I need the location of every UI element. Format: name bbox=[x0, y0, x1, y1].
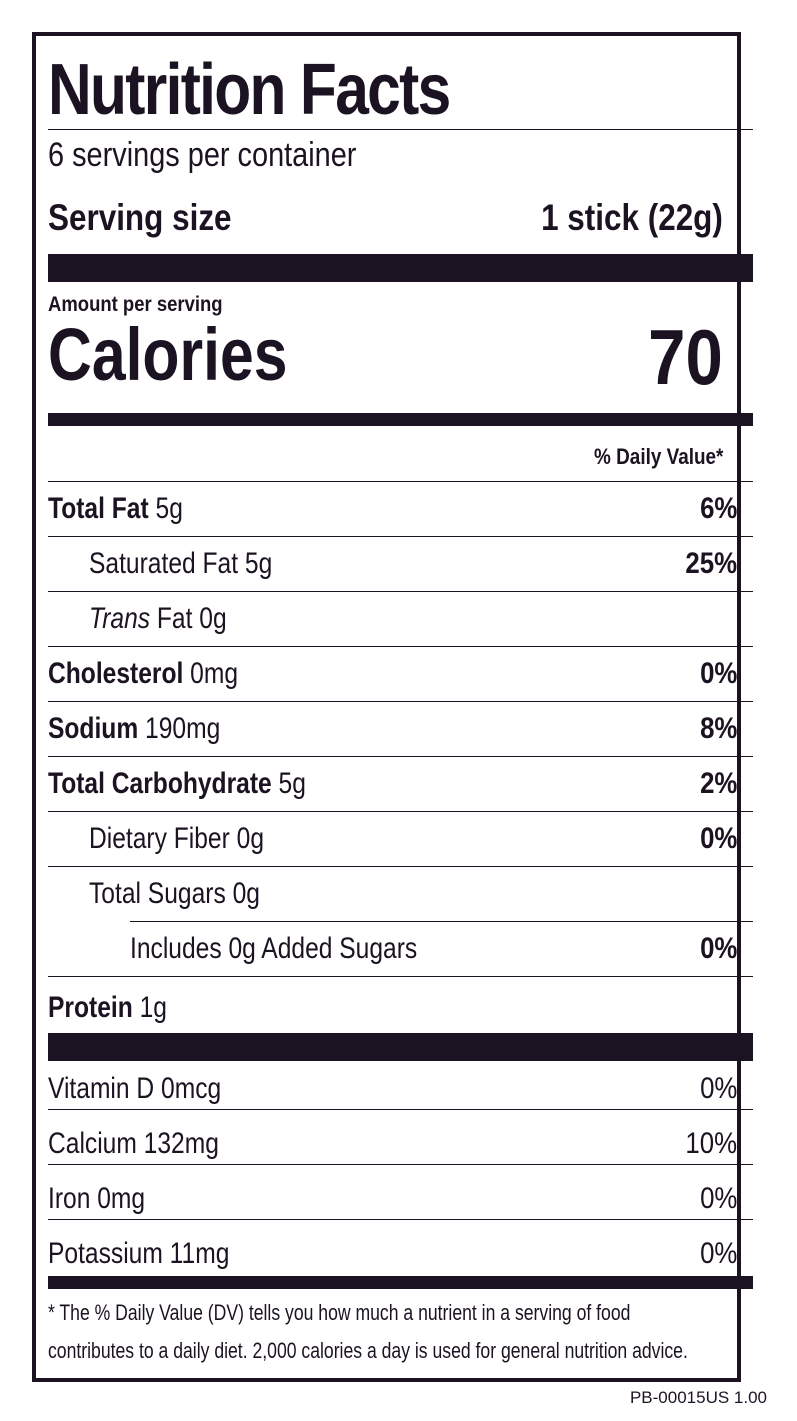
nutrient-amount: 1g bbox=[132, 991, 167, 1024]
vitamin-row-calcium: Calcium 132mg 10% bbox=[48, 1117, 737, 1171]
nutrient-name: Protein bbox=[48, 991, 133, 1024]
divider bbox=[48, 591, 753, 592]
divider bbox=[48, 756, 753, 757]
footnote-line-1: * The % Daily Value (DV) tells you how m… bbox=[48, 1300, 631, 1325]
nutrient-name: Includes 0g Added Sugars bbox=[130, 932, 418, 965]
vitamin-row-vitamin-d: Vitamin D 0mcg 0% bbox=[48, 1062, 737, 1116]
nutrient-row-sodium: Sodium 190mg 8% bbox=[48, 702, 737, 756]
vitamin-dv: 10% bbox=[685, 1127, 737, 1160]
nutrient-row-total-sugars: Total Sugars 0g bbox=[48, 867, 737, 921]
nutrient-dv: 8% bbox=[699, 712, 737, 745]
nutrition-facts-label: Nutrition Facts 6 servings per container… bbox=[32, 32, 753, 1382]
vitamin-dv: 0% bbox=[699, 1182, 737, 1215]
calories-label: Calories bbox=[48, 313, 288, 396]
footnote-line-2: contributes to a daily diet. 2,000 calor… bbox=[48, 1338, 688, 1363]
nutrient-row-dietary-fiber: Dietary Fiber 0g 0% bbox=[48, 812, 737, 866]
divider bbox=[130, 921, 753, 922]
nutrient-dv: 2% bbox=[699, 767, 737, 800]
vitamin-name: Vitamin D 0mcg bbox=[48, 1072, 222, 1105]
nutrient-name-italic: Trans bbox=[89, 602, 151, 635]
serving-size-value: 1 stick (22g) bbox=[541, 197, 723, 238]
divider bbox=[48, 536, 753, 537]
nutrient-row-saturated-fat: Saturated Fat 5g 25% bbox=[48, 537, 737, 591]
nutrient-dv: 0% bbox=[699, 932, 737, 965]
vitamin-name: Iron 0mg bbox=[48, 1182, 146, 1215]
nutrient-name: Saturated Fat 5g bbox=[89, 547, 273, 580]
nutrient-dv: 25% bbox=[685, 547, 737, 580]
nutrient-row-total-carbohydrate: Total Carbohydrate 5g 2% bbox=[48, 757, 737, 811]
vitamin-dv: 0% bbox=[699, 1072, 737, 1105]
divider bbox=[48, 866, 753, 867]
divider bbox=[48, 1109, 753, 1110]
nutrient-dv: 0% bbox=[699, 657, 737, 690]
divider bbox=[48, 701, 753, 702]
nutrient-name: Sodium bbox=[48, 712, 139, 745]
amount-per-serving: Amount per serving bbox=[48, 293, 223, 316]
thick-divider bbox=[48, 1033, 753, 1061]
vitamin-name: Calcium 132mg bbox=[48, 1127, 219, 1160]
nutrient-row-total-fat: Total Fat 5g 6% bbox=[48, 482, 737, 536]
nutrient-name: Dietary Fiber 0g bbox=[89, 822, 265, 855]
vitamin-row-iron: Iron 0mg 0% bbox=[48, 1172, 737, 1226]
vitamin-row-potassium: Potassium 11mg 0% bbox=[48, 1227, 737, 1281]
product-code: PB-00015US 1.00 bbox=[629, 1388, 767, 1407]
nutrient-dv: 0% bbox=[699, 822, 737, 855]
vitamin-name: Potassium 11mg bbox=[48, 1237, 230, 1270]
medium-divider bbox=[48, 1276, 753, 1289]
divider bbox=[48, 1219, 753, 1220]
nutrient-amount: 190mg bbox=[138, 712, 221, 745]
calories-value: 70 bbox=[648, 313, 723, 401]
divider bbox=[48, 976, 753, 977]
divider bbox=[48, 811, 753, 812]
divider bbox=[48, 481, 753, 482]
medium-divider bbox=[48, 413, 753, 426]
nutrient-amount: 5g bbox=[271, 767, 306, 800]
divider bbox=[48, 646, 753, 647]
divider bbox=[48, 1164, 753, 1165]
nutrient-dv: 6% bbox=[699, 492, 737, 525]
serving-size-label: Serving size bbox=[48, 197, 232, 238]
nutrient-name: Total Fat bbox=[48, 492, 149, 525]
nutrient-name: Cholesterol bbox=[48, 657, 184, 690]
nutrient-row-added-sugars: Includes 0g Added Sugars 0% bbox=[48, 922, 737, 976]
nutrient-row-cholesterol: Cholesterol 0mg 0% bbox=[48, 647, 737, 701]
daily-value-header: % Daily Value* bbox=[593, 444, 723, 469]
servings-per-container: 6 servings per container bbox=[48, 136, 357, 174]
nutrient-name: Fat 0g bbox=[150, 602, 227, 635]
nutrient-name: Total Sugars 0g bbox=[89, 877, 260, 910]
nutrient-name: Total Carbohydrate bbox=[48, 767, 272, 800]
nutrient-row-trans-fat: Trans Fat 0g bbox=[48, 592, 737, 646]
thick-divider bbox=[48, 254, 753, 282]
nutrient-amount: 0mg bbox=[183, 657, 239, 690]
vitamin-dv: 0% bbox=[699, 1237, 737, 1270]
nutrient-row-protein: Protein 1g bbox=[48, 981, 737, 1035]
divider bbox=[48, 129, 753, 130]
nutrient-amount: 5g bbox=[148, 492, 183, 525]
label-title: Nutrition Facts bbox=[48, 50, 451, 130]
